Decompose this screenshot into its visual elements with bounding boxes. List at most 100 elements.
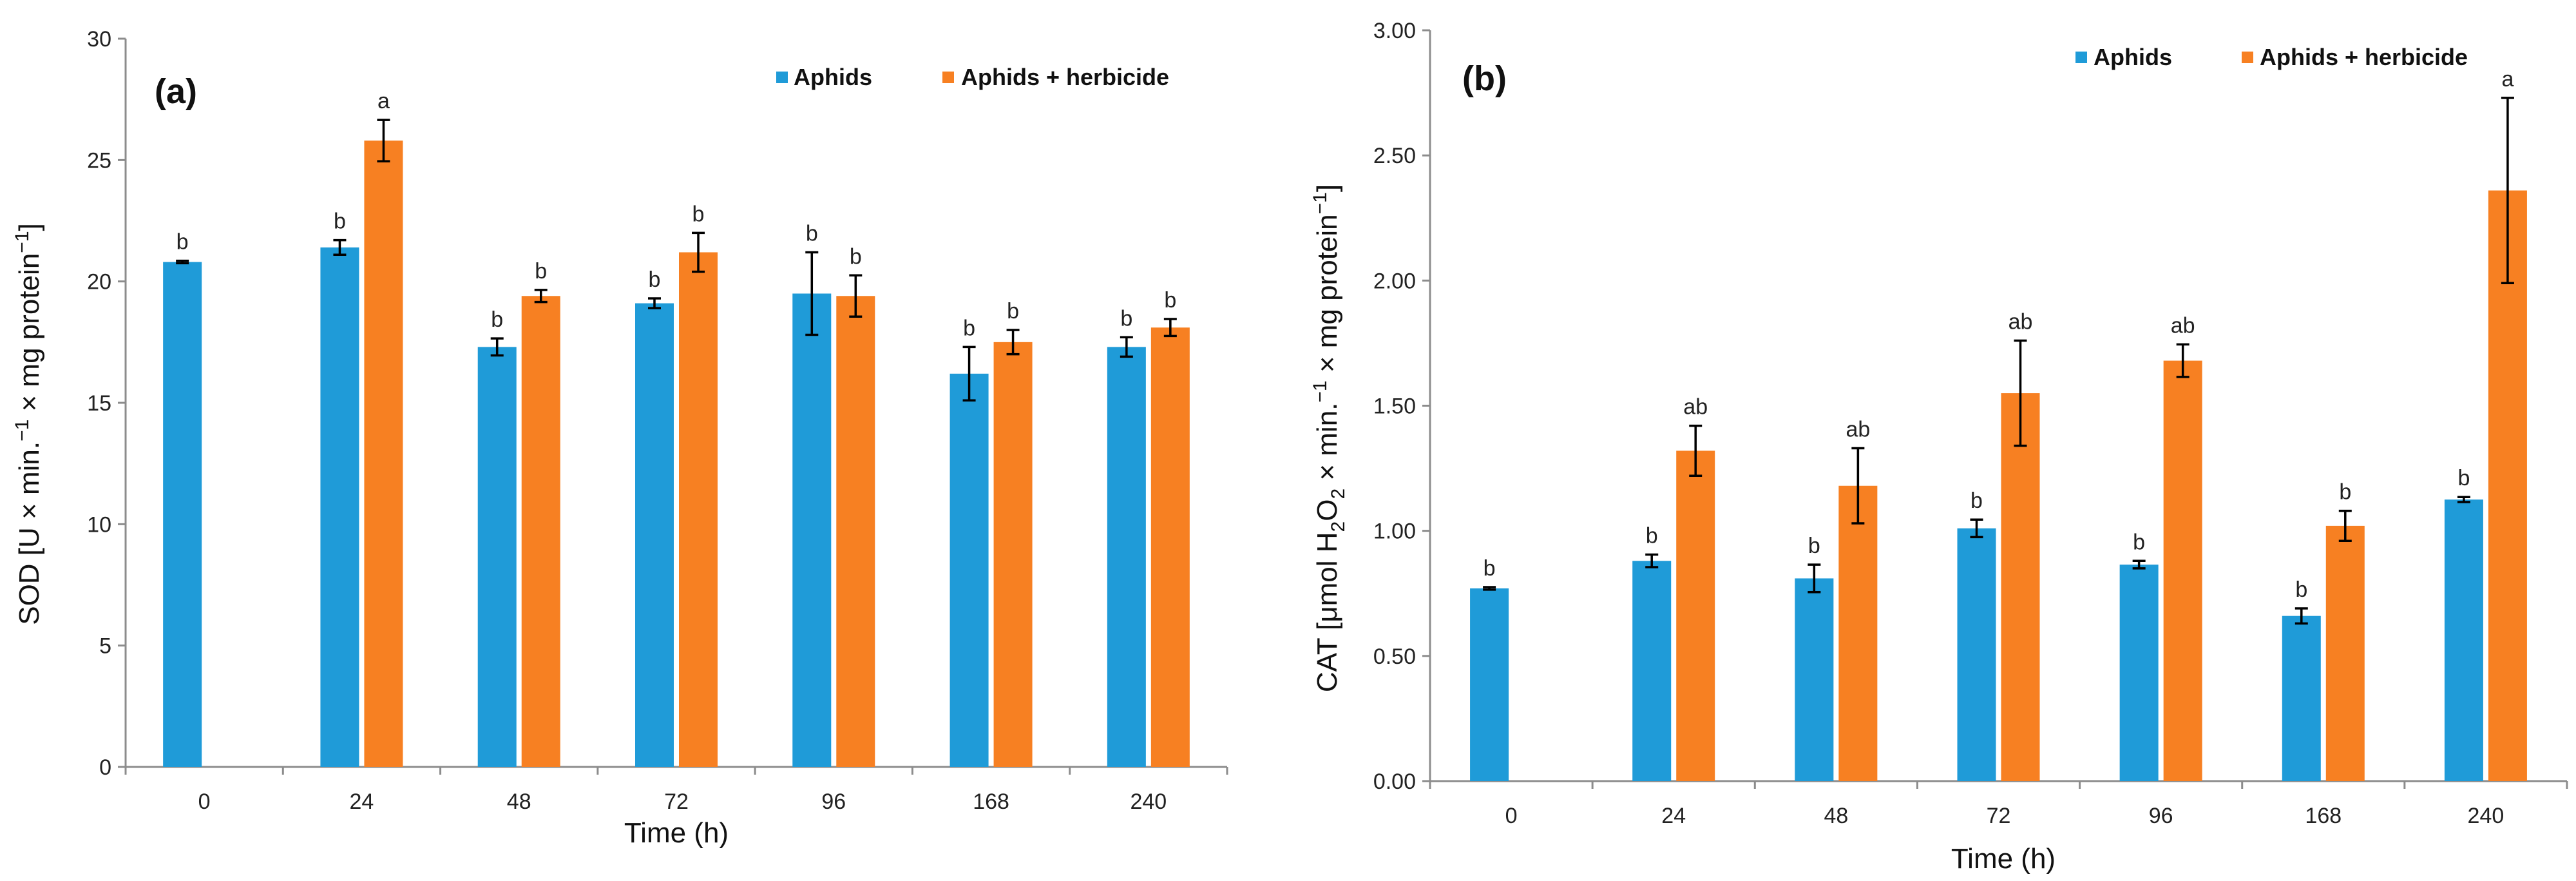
- y-tick-label-a-4: 20: [87, 270, 111, 295]
- y-tick-label-b-4: 2.00: [1373, 269, 1416, 293]
- y-axis-title-b-part-2: 2: [1328, 521, 1349, 532]
- x-tick-label-a-4: 96: [821, 789, 846, 814]
- bar-a-s0-48: [477, 347, 517, 767]
- significance-label-b-s1-24: ab: [1683, 395, 1708, 420]
- bar-a-s0-72: [635, 303, 674, 768]
- y-axis-title-a-part-3: × mg protein: [14, 253, 45, 420]
- y-axis-title-a-part-4: −1: [12, 231, 33, 253]
- chart-panel-a: (a) Aphids Aphids + herbicide Time (h) S…: [12, 27, 1228, 849]
- significance-label-a-s1-240: b: [1164, 288, 1176, 313]
- bar-b-s0-48: [1795, 578, 1834, 781]
- significance-label-b-s0-0: b: [1484, 556, 1496, 581]
- y-tick-label-a-0: 0: [99, 755, 111, 780]
- bar-a-s0-24: [320, 247, 359, 767]
- x-tick-label-a-6: 240: [1130, 789, 1167, 814]
- bar-a-s1-240: [1150, 327, 1190, 767]
- bar-b-s1-72: [2001, 393, 2040, 781]
- panel-label-b: (b): [1462, 59, 1507, 98]
- bar-b-s0-72: [1957, 528, 1996, 781]
- y-tick-label-a-3: 15: [87, 391, 111, 416]
- y-axis-title-b-part-7: × mg protein: [1312, 214, 1343, 380]
- y-tick-label-b-5: 2.50: [1373, 144, 1416, 168]
- y-axis-title-b-part-8: −1: [1310, 192, 1331, 214]
- significance-label-a-s0-240: b: [1120, 306, 1132, 331]
- significance-label-a-s1-72: b: [692, 202, 705, 226]
- bar-b-s1-240: [2488, 190, 2527, 781]
- panel-label-a: (a): [155, 72, 197, 111]
- y-axis-title-b-part-5: × min.: [1312, 403, 1343, 489]
- x-tick-label-b-4: 96: [2149, 804, 2173, 828]
- x-tick-label-b-2: 48: [1824, 804, 1848, 828]
- x-axis-title-a: Time (h): [624, 817, 729, 849]
- y-tick-label-a-1: 5: [99, 634, 111, 659]
- legend-label-aphids-b: Aphids: [2094, 44, 2172, 70]
- significance-label-b-s1-48: ab: [1846, 418, 1870, 442]
- bar-a-s1-96: [836, 296, 875, 767]
- significance-label-a-s1-48: b: [535, 259, 547, 284]
- y-axis-title-a-part-2: −1: [12, 420, 33, 441]
- bar-a-s1-24: [364, 140, 403, 767]
- bar-a-s1-48: [521, 296, 560, 767]
- x-tick-label-a-3: 72: [664, 789, 689, 814]
- x-tick-label-b-3: 72: [1987, 804, 2011, 828]
- y-tick-label-a-2: 10: [87, 512, 111, 537]
- legend-swatch-aphids-a: [776, 72, 788, 83]
- significance-label-b-s0-240: b: [2457, 466, 2470, 490]
- significance-label-a-s1-96: b: [850, 244, 862, 269]
- y-tick-label-a-5: 25: [87, 148, 111, 173]
- bar-b-s1-24: [1676, 450, 1715, 781]
- y-tick-label-a-6: 30: [87, 27, 111, 52]
- bar-a-s0-240: [1107, 347, 1146, 767]
- x-axis-title-b: Time (h): [1951, 843, 2056, 875]
- plot-area-b: 0.00 0.50 1.00 1.50 2.00 2.50 3.00 0 24 48 72 96 168…: [1373, 19, 2568, 828]
- significance-label-b-s1-96: ab: [2171, 313, 2195, 338]
- chart-panel-b: (b) Aphids Aphids + herbicide Time (h) C…: [1310, 19, 2568, 875]
- bar-b-s0-96: [2119, 565, 2159, 781]
- bar-a-s0-0: [163, 262, 202, 767]
- y-axis-title-b: CAT [μmol H2O2 × min.−1 × mg protein−1]: [1310, 184, 1349, 692]
- significance-label-a-s0-72: b: [649, 267, 661, 292]
- bar-a-s1-72: [679, 252, 718, 767]
- y-axis-title-b-part-6: −1: [1310, 380, 1331, 402]
- legend-swatch-herbicide-a: [942, 72, 954, 83]
- y-axis-title-a-part-1: SOD [U × min.: [14, 441, 45, 625]
- x-tick-label-b-1: 24: [1661, 804, 1686, 828]
- y-axis-title-a-part-5: ]: [14, 223, 45, 231]
- legend-label-herbicide-b: Aphids + herbicide: [2260, 44, 2468, 70]
- significance-label-a-s0-168: b: [963, 316, 975, 340]
- legend-label-herbicide-a: Aphids + herbicide: [961, 64, 1169, 90]
- significance-label-b-s1-72: ab: [2008, 310, 2033, 334]
- bar-b-s1-168: [2325, 525, 2365, 781]
- y-axis-title-a: SOD [U × min.−1 × mg protein−1]: [12, 223, 45, 625]
- x-tick-label-a-5: 168: [973, 789, 1009, 814]
- bar-b-s1-96: [2163, 360, 2202, 781]
- significance-label-a-s0-24: b: [334, 209, 346, 234]
- significance-label-b-s1-240: a: [2501, 67, 2514, 92]
- legend-swatch-aphids-b: [2075, 52, 2087, 63]
- y-axis-title-b-part-9: ]: [1312, 184, 1343, 192]
- bar-a-s1-168: [993, 342, 1033, 767]
- y-tick-label-b-6: 3.00: [1373, 19, 1416, 43]
- significance-label-a-s0-48: b: [491, 307, 503, 332]
- bar-b-s1-48: [1838, 485, 1878, 781]
- y-tick-label-b-1: 0.50: [1373, 644, 1416, 669]
- bar-b-s0-168: [2282, 615, 2321, 781]
- x-tick-label-b-5: 168: [2305, 804, 2342, 828]
- significance-label-b-s1-168: b: [2339, 480, 2351, 505]
- y-axis-title-b-part-4: 2: [1328, 489, 1349, 499]
- bar-a-s0-168: [949, 373, 989, 767]
- significance-label-b-s0-48: b: [1808, 534, 1820, 558]
- significance-label-b-s0-168: b: [2295, 577, 2307, 602]
- significance-label-a-s0-96: b: [806, 221, 818, 246]
- y-axis-title-b-part-1: CAT [μmol H: [1312, 532, 1343, 692]
- y-tick-label-b-0: 0.00: [1373, 770, 1416, 794]
- y-tick-label-b-3: 1.50: [1373, 394, 1416, 419]
- plot-area-a: 0 5 10 15 20 25 30 0 24 48 72 96 168 240 b b a b b b b b b b b b b: [87, 27, 1228, 814]
- legend-label-aphids-a: Aphids: [794, 64, 872, 90]
- bar-b-s0-0: [1470, 588, 1509, 781]
- x-tick-label-a-1: 24: [350, 789, 374, 814]
- y-tick-label-b-2: 1.00: [1373, 519, 1416, 544]
- legend-swatch-herbicide-b: [2242, 52, 2253, 63]
- bar-a-s0-96: [792, 293, 832, 767]
